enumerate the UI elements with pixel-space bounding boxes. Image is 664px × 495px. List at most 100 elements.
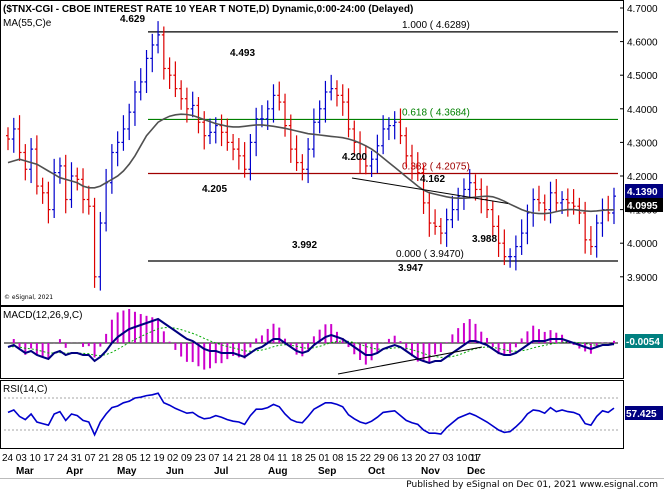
- price-tick-label: 4.7000: [627, 4, 658, 15]
- x-month-label: Mar: [16, 466, 34, 477]
- x-tick-label: 17: [470, 453, 482, 464]
- fib-label: 0.618 ( 4.3684): [402, 107, 470, 118]
- value-badges: 4.1390 4.0995: [625, 184, 663, 212]
- x-tick-label: 06: [387, 453, 399, 464]
- x-tick-label: 10: [456, 453, 468, 464]
- x-tick-label: 27: [429, 453, 441, 464]
- x-month-label: Jun: [166, 466, 184, 477]
- macd-line: [7, 317, 615, 365]
- price-trendline: [351, 177, 509, 205]
- ma-label: MA(55,C)e: [3, 18, 52, 29]
- x-month-label: Dec: [467, 466, 486, 477]
- price-badge-label: 4.1390: [627, 187, 658, 198]
- x-tick-label: 14: [222, 453, 234, 464]
- x-tick-label: 01: [468, 453, 480, 464]
- price-tick-label: 4.2000: [627, 172, 658, 183]
- price-annotation: 4.493: [230, 48, 255, 59]
- x-tick-label: 02: [167, 453, 179, 464]
- x-tick-label: 23: [195, 453, 207, 464]
- x-month-label: Jul: [214, 466, 229, 477]
- x-tick-label: 21: [98, 453, 110, 464]
- rsi-line: [7, 392, 615, 437]
- x-tick-label: 11: [277, 453, 288, 464]
- x-month-label: Sep: [318, 466, 336, 477]
- chart-svg: 4.70004.60004.50004.40004.30004.20004.10…: [0, 0, 664, 478]
- x-tick-label: 18: [291, 453, 303, 464]
- candlestick-series: [6, 21, 616, 291]
- chart-background: [0, 0, 664, 478]
- x-tick-label: 09: [181, 453, 193, 464]
- ma-line: [7, 113, 615, 215]
- price-annotation: 4.205: [202, 184, 227, 195]
- rsi-panel-title: RSI(14,C): [3, 384, 47, 395]
- x-tick-label: 31: [71, 453, 83, 464]
- x-tick-label: 28: [250, 453, 262, 464]
- moving-average-series: [7, 113, 615, 215]
- price-annotation: 4.629: [120, 14, 145, 25]
- price-tick-label: 4.4000: [627, 105, 658, 116]
- x-month-label: May: [117, 466, 137, 477]
- x-tick-label: 21: [236, 453, 248, 464]
- macd-badge-label: -0.0054: [626, 337, 660, 348]
- macd-trendline: [337, 346, 483, 375]
- x-tick-label: 25: [305, 453, 317, 464]
- rsi-badge-label: 57.425: [626, 409, 657, 420]
- x-tick-label: 24: [57, 453, 69, 464]
- fib-label: 0.000 ( 3.9470): [396, 249, 464, 260]
- price-badge: [625, 184, 663, 198]
- chart-title: ($TNX-CGI - CBOE INTEREST RATE 10 YEAR T…: [3, 4, 413, 15]
- ma-badge: [625, 198, 663, 212]
- price-panel-frame: [0, 0, 624, 306]
- price-tick-label: 4.0000: [627, 239, 658, 250]
- price-tick-label: 4.6000: [627, 38, 658, 49]
- macd-panel-title: MACD(12,26,9,C): [3, 310, 82, 321]
- x-axis: 24 03 10 17 24 31 07 21 28 05 12 19 02 09 23 07 14 21 28 04…: [2, 453, 486, 477]
- x-tick-label: 03: [16, 453, 28, 464]
- x-tick-label: 24: [2, 453, 14, 464]
- x-tick-label: 08: [332, 453, 344, 464]
- x-tick-label: 17: [43, 453, 55, 464]
- macd-panel-frame: [0, 306, 624, 379]
- price-annotation: 3.988: [472, 234, 497, 245]
- x-month-label: Aug: [268, 466, 287, 477]
- price-annotations: 4.629 4.493 4.205 4.200 4.162 3.992 3.947 3.988: [120, 14, 497, 274]
- x-tick-label: 19: [153, 453, 165, 464]
- price-tick-label: 4.5000: [627, 71, 658, 82]
- fib-label: 1.000 ( 4.6289): [402, 20, 470, 31]
- macd-series: -0.0054: [4, 308, 663, 375]
- x-tick-label: 20: [415, 453, 427, 464]
- price-annotation: 4.162: [420, 174, 445, 185]
- price-annotation: 4.200: [342, 152, 367, 163]
- macd-badge: [625, 334, 663, 348]
- x-tick-label: 03: [442, 453, 454, 464]
- price-annotation: 3.992: [292, 240, 317, 251]
- x-tick-label: 13: [401, 453, 413, 464]
- x-tick-label: 07: [208, 453, 220, 464]
- x-month-label: Apr: [66, 466, 83, 477]
- x-tick-label: 15: [346, 453, 358, 464]
- ma-badge-label: 4.0995: [627, 201, 658, 212]
- x-tick-label: 22: [360, 453, 372, 464]
- fibonacci-levels: 1.000 ( 4.6289) 0.618 ( 4.3684) 0.382 ( 4.…: [148, 20, 618, 262]
- fib-label: 0.382 ( 4.2075): [402, 161, 470, 172]
- x-tick-label: 01: [319, 453, 331, 464]
- price-annotation: 3.947: [398, 263, 423, 274]
- rsi-panel-frame: [0, 380, 624, 449]
- copyright-label: © eSignal, 2021: [4, 294, 53, 301]
- price-tick-label: 3.9000: [627, 273, 658, 284]
- rsi-badge: [625, 406, 663, 420]
- x-tick-label: 28: [112, 453, 124, 464]
- trendlines: [351, 177, 509, 205]
- x-month-label: Nov: [421, 466, 440, 477]
- x-tick-label: 04: [264, 453, 276, 464]
- footer-text: Published by eSignal on Dec 01, 2021 www…: [406, 480, 658, 490]
- x-tick-label: 29: [374, 453, 386, 464]
- x-tick-label: 07: [85, 453, 97, 464]
- x-tick-label: 10: [30, 453, 42, 464]
- x-tick-label: 05: [126, 453, 138, 464]
- footer-bar: Published by eSignal on Dec 01, 2021 www…: [0, 478, 664, 495]
- x-tick-label: 12: [140, 453, 152, 464]
- price-tick-label: 4.3000: [627, 138, 658, 149]
- x-month-label: Oct: [368, 466, 385, 477]
- rsi-series: 57.425: [4, 392, 663, 437]
